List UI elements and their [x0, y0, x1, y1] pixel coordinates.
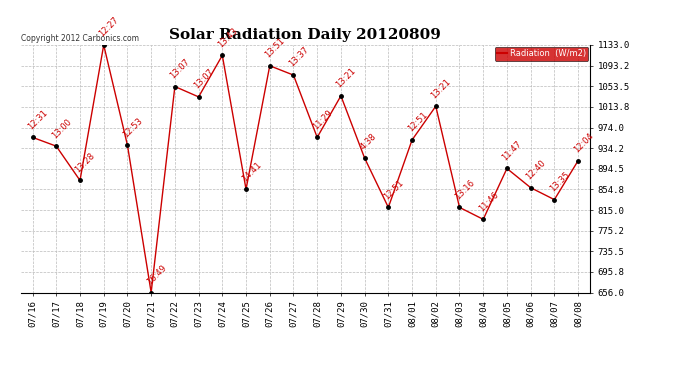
- Text: 13:51: 13:51: [264, 36, 286, 60]
- Title: Solar Radiation Daily 20120809: Solar Radiation Daily 20120809: [169, 28, 442, 42]
- Text: 11:29: 11:29: [310, 108, 334, 131]
- Text: 11:47: 11:47: [500, 139, 524, 162]
- Text: 13:37: 13:37: [287, 45, 310, 69]
- Text: 13:21: 13:21: [335, 66, 358, 90]
- Text: 12:51: 12:51: [382, 178, 405, 201]
- Text: 12:53: 12:53: [121, 116, 144, 139]
- Text: 13:00: 13:00: [50, 117, 73, 140]
- Text: 13:07: 13:07: [193, 68, 215, 91]
- Text: 13:43: 13:43: [216, 26, 239, 49]
- Text: 14:41: 14:41: [239, 160, 263, 183]
- Text: 13:16: 13:16: [453, 178, 477, 201]
- Text: 12:31: 12:31: [26, 108, 50, 131]
- Text: 12:27: 12:27: [97, 15, 121, 39]
- Text: 13:35: 13:35: [548, 170, 571, 194]
- Text: 13:28: 13:28: [74, 151, 97, 174]
- Text: 4:38: 4:38: [358, 132, 378, 152]
- Text: 12:04: 12:04: [572, 131, 595, 154]
- Text: 16:49: 16:49: [145, 263, 168, 286]
- Text: 13:21: 13:21: [429, 77, 453, 100]
- Legend: Radiation  (W/m2): Radiation (W/m2): [495, 46, 589, 61]
- Text: 13:07: 13:07: [168, 57, 192, 80]
- Text: 11:46: 11:46: [477, 190, 500, 213]
- Text: 12:51: 12:51: [406, 111, 429, 134]
- Text: Copyright 2012 Carbonics.com: Copyright 2012 Carbonics.com: [21, 33, 139, 42]
- Text: 12:40: 12:40: [524, 158, 547, 182]
